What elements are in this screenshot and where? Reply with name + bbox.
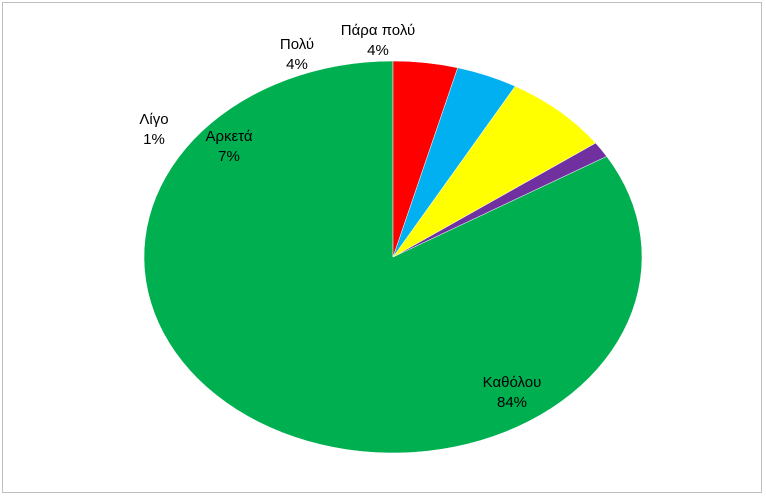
pie-slice-4: [392, 60, 458, 258]
slice-percent-label-3: 4%: [286, 56, 308, 73]
slice-percent-label-1: 1%: [143, 131, 165, 148]
slice-category-label-2: Αρκετά: [205, 128, 252, 145]
slice-category-label-3: Πολύ: [280, 36, 314, 53]
slice-percent-label-0: 84%: [497, 394, 527, 411]
slice-category-label-0: Καθόλου: [483, 374, 542, 391]
slice-category-label-1: Λίγο: [139, 111, 168, 128]
slice-percent-label-4: 4%: [367, 42, 389, 59]
pie-slice-2: [392, 85, 596, 258]
slice-percent-label-2: 7%: [218, 148, 240, 165]
slice-category-label-4: Πάρα πολύ: [341, 22, 415, 39]
